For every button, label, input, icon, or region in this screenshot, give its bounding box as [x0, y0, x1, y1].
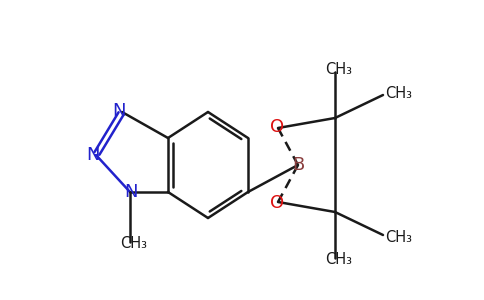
Text: CH₃: CH₃: [326, 253, 352, 268]
Text: CH₃: CH₃: [326, 62, 352, 77]
Text: CH₃: CH₃: [385, 85, 412, 100]
Text: CH₃: CH₃: [121, 236, 148, 250]
Text: CH₃: CH₃: [385, 230, 412, 244]
Text: O: O: [270, 118, 284, 136]
Text: N: N: [86, 146, 100, 164]
Text: B: B: [292, 156, 304, 174]
Text: N: N: [112, 102, 126, 120]
Text: O: O: [270, 194, 284, 212]
Text: N: N: [124, 183, 138, 201]
